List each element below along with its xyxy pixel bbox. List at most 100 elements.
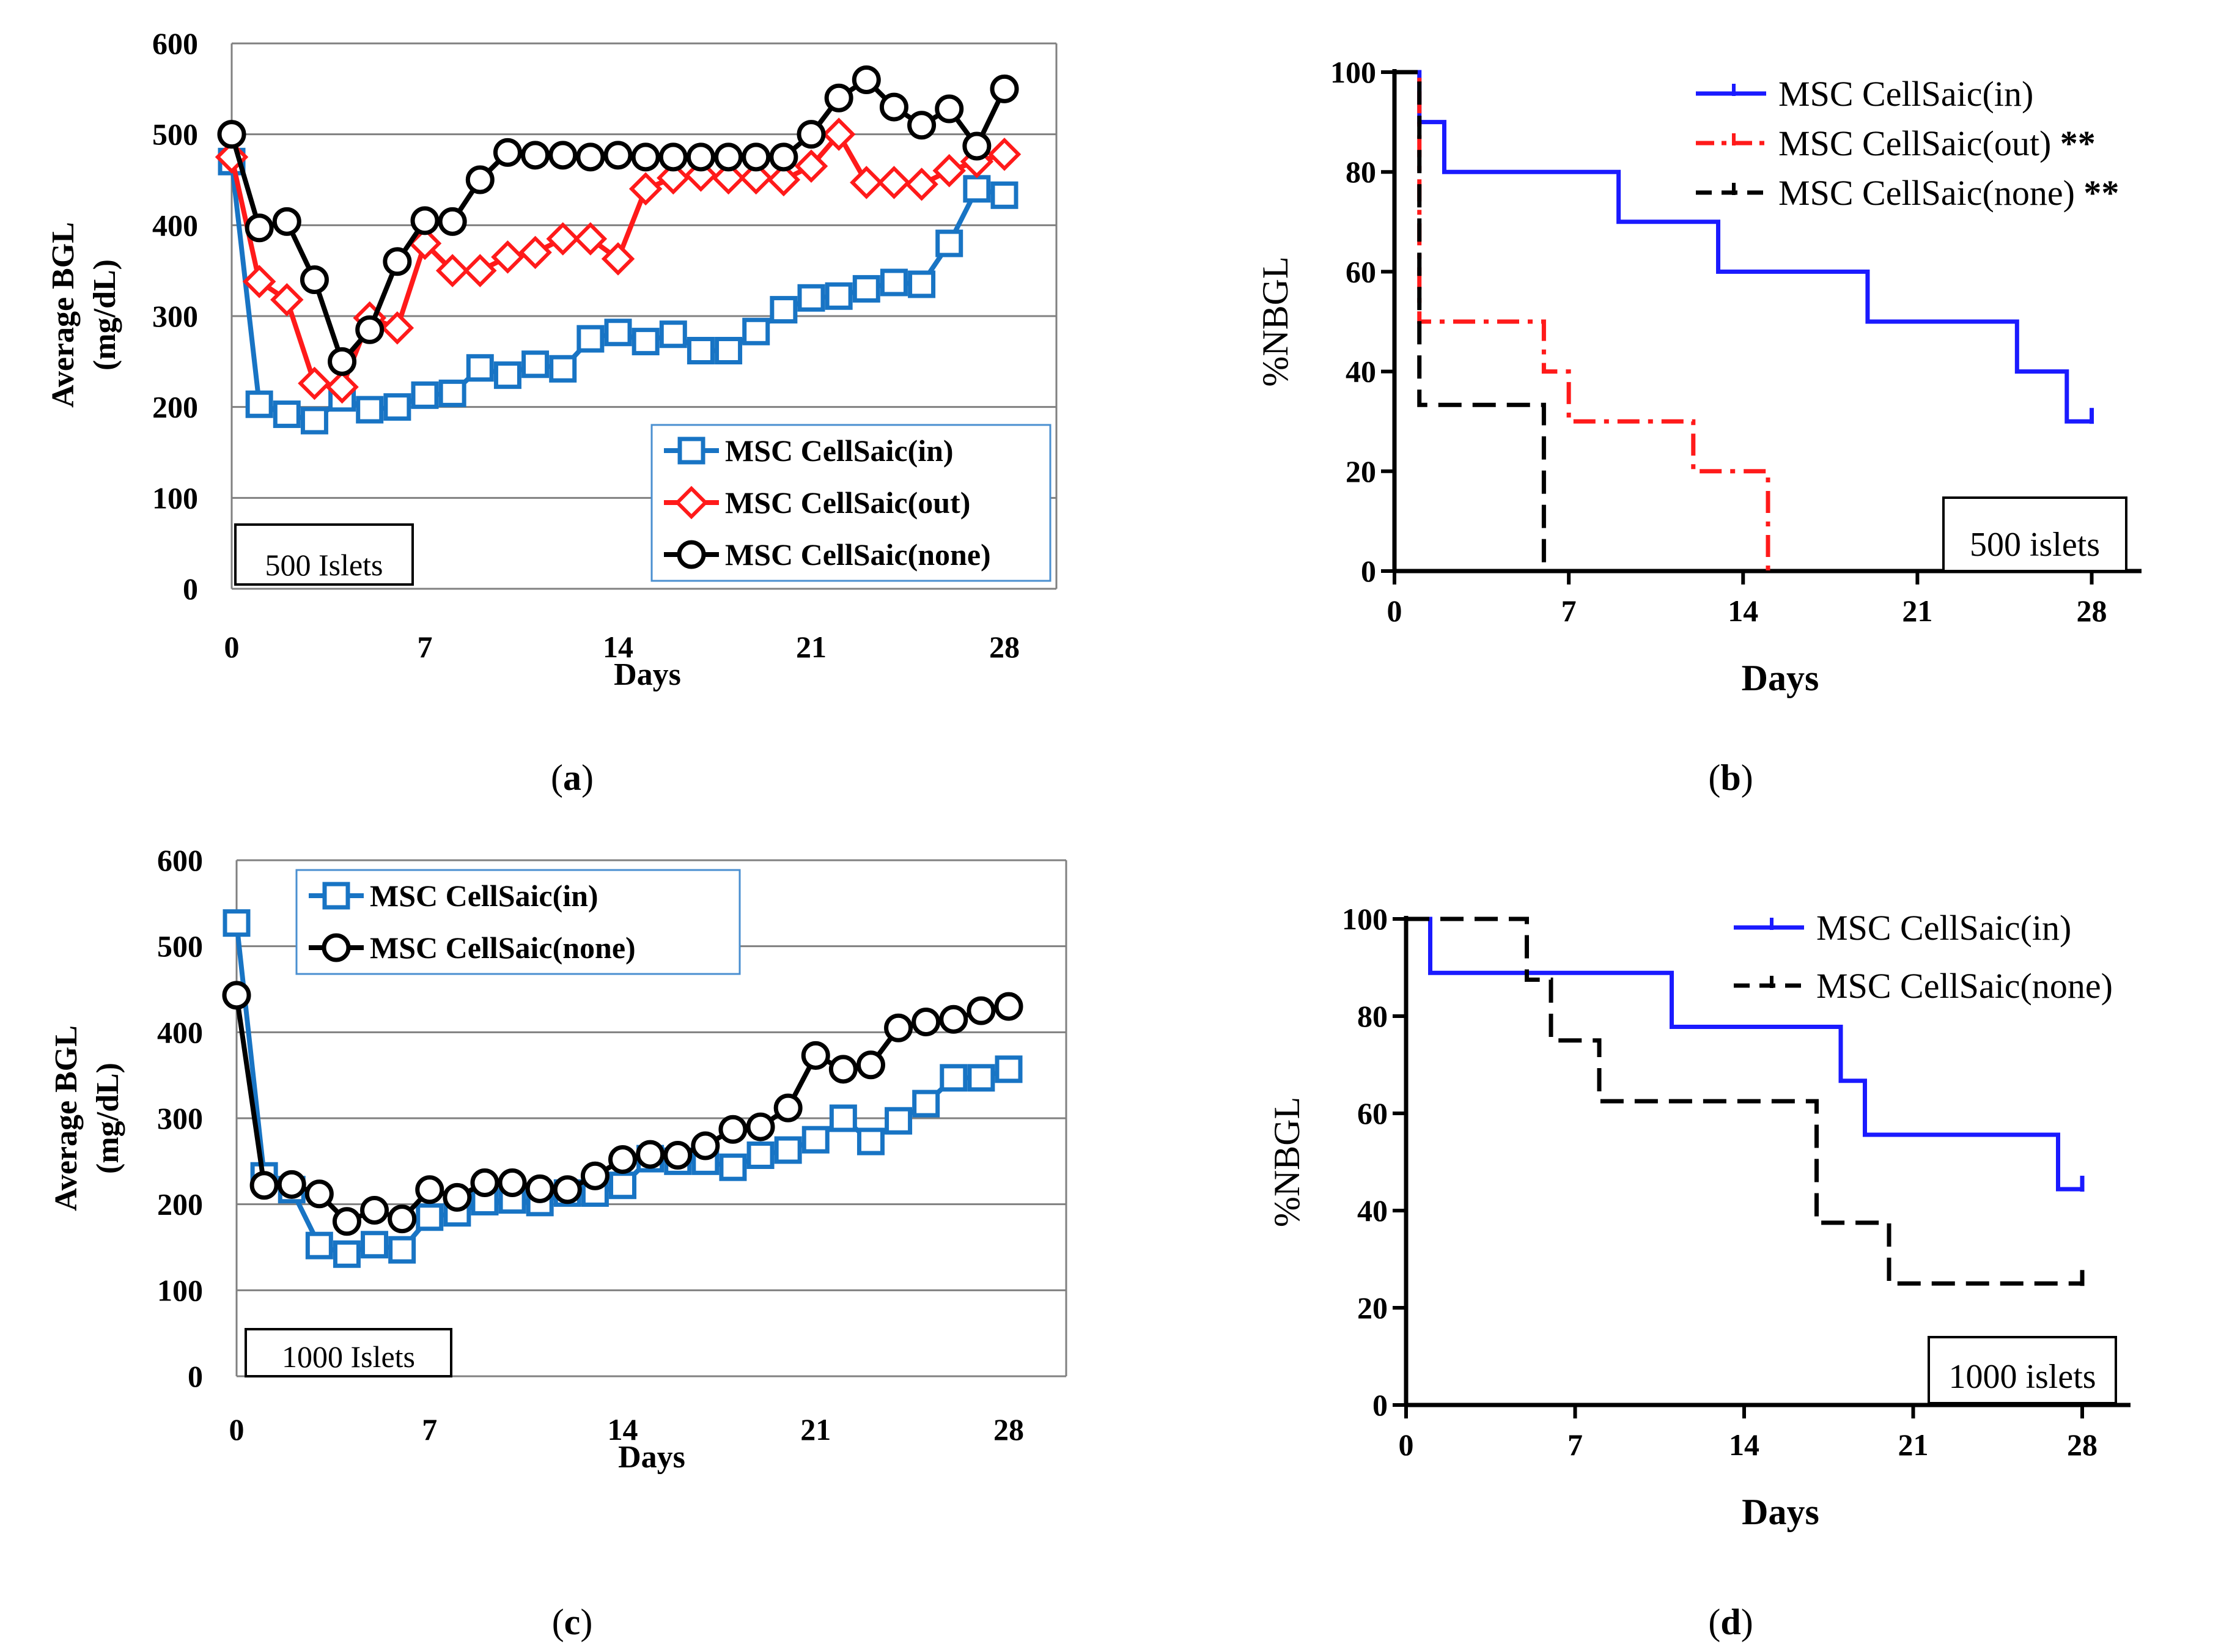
data-point-0-18 (719, 1153, 747, 1181)
legend-marker-2 (677, 540, 706, 569)
x-tick-label: 0 (1387, 594, 1402, 628)
data-point-0-20 (774, 1136, 802, 1164)
data-point-1-19 (746, 1112, 775, 1141)
y-tick-label: 20 (1357, 1291, 1388, 1325)
data-point-2-27 (962, 131, 992, 161)
data-point-1-27 (967, 996, 996, 1025)
data-point-1-11 (525, 1174, 554, 1203)
data-point-1-24 (884, 1013, 913, 1042)
x-tick-label: 14 (1729, 1428, 1759, 1462)
y-tick-label: 300 (152, 299, 198, 333)
data-point-0-22 (825, 282, 853, 310)
data-point-1-16 (657, 161, 690, 195)
legend-name-1: MSC CellSaic(out) (1778, 124, 2051, 163)
legend-box (295, 869, 741, 975)
legend-label-2: MSC CellSaic(none) (725, 537, 991, 572)
data-point-0-23 (856, 1127, 885, 1156)
annotation-text: 1000 islets (1948, 1358, 2096, 1396)
data-point-1-14 (601, 242, 635, 276)
data-point-2-11 (521, 141, 550, 170)
x-tick-label: 21 (1902, 594, 1932, 628)
data-point-0-26 (940, 1064, 968, 1092)
annotation-text: 500 islets (1970, 526, 2100, 564)
x-tick-label: 21 (1898, 1428, 1929, 1462)
survival-curve-0 (1394, 70, 2092, 424)
y-tick-label: 0 (188, 1359, 203, 1393)
data-point-0-14 (609, 1171, 636, 1200)
data-point-2-24 (879, 92, 908, 122)
data-point-0-4 (333, 1240, 361, 1268)
annotation-text: 500 Islets (265, 548, 383, 582)
data-point-1-19 (739, 161, 773, 195)
y-tick-label: 300 (157, 1101, 203, 1135)
data-point-1-7 (415, 1175, 444, 1204)
data-point-2-8 (438, 207, 467, 236)
data-point-0-7 (411, 381, 439, 409)
y-tick-label: 40 (1357, 1193, 1388, 1228)
x-tick-label: 14 (603, 630, 633, 664)
legend-marker-1 (322, 933, 351, 962)
data-point-0-21 (801, 1126, 830, 1154)
data-point-2-19 (742, 142, 771, 172)
data-point-1-9 (463, 254, 497, 287)
data-point-2-7 (410, 206, 440, 235)
data-point-0-23 (852, 275, 880, 303)
data-point-1-1 (242, 265, 276, 298)
data-point-2-1 (245, 213, 274, 243)
x-axis-label: Days (1742, 658, 1819, 698)
data-point-1-20 (767, 163, 801, 197)
data-point-0-27 (963, 175, 991, 203)
data-point-2-0 (217, 120, 246, 149)
y-tick-label: 40 (1346, 355, 1376, 389)
panel-caption: (b) (1708, 758, 1753, 798)
y-tick-label: 60 (1346, 254, 1376, 289)
data-point-1-4 (325, 370, 359, 404)
x-tick-label: 7 (1561, 594, 1577, 628)
data-point-1-28 (987, 138, 1022, 171)
data-point-0-14 (604, 319, 632, 347)
data-point-0-7 (416, 1203, 444, 1231)
data-point-0-26 (935, 229, 963, 257)
caption-open: ( (551, 758, 563, 798)
x-tick-label: 7 (422, 1412, 437, 1447)
data-point-2-28 (990, 74, 1019, 103)
data-point-2-26 (935, 94, 964, 124)
legend-label-0: MSC CellSaic(in) (725, 433, 954, 468)
data-point-1-6 (380, 311, 414, 345)
data-point-2-20 (769, 142, 798, 172)
y-tick-label: 100 (1342, 902, 1388, 936)
y-axis-label: %NBGL (1267, 1097, 1307, 1227)
legend-name-0: MSC CellSaic(in) (1778, 74, 2033, 114)
x-tick-label: 0 (229, 1412, 245, 1447)
data-point-1-15 (636, 1140, 665, 1169)
caption-letter: d (1720, 1602, 1740, 1642)
data-point-0-27 (967, 1064, 995, 1092)
data-point-0-6 (383, 393, 411, 421)
panel-caption: (c) (552, 1602, 593, 1642)
y-tick-label: 400 (157, 1015, 203, 1049)
data-point-1-22 (822, 117, 856, 151)
data-point-0-6 (388, 1236, 416, 1264)
data-point-2-15 (631, 142, 660, 172)
data-point-1-26 (932, 153, 966, 188)
y-tick-label: 100 (152, 481, 198, 515)
data-point-1-5 (360, 1196, 389, 1225)
x-tick-label: 21 (796, 630, 827, 664)
data-point-2-2 (272, 207, 301, 236)
legend-label-2: MSC CellSaic(none) ** (1778, 173, 2119, 213)
survival-curve-2 (1394, 70, 1546, 571)
y-axis-label-line1: Average BGL (46, 222, 81, 408)
y-tick-label: 600 (152, 26, 198, 61)
annotation-box (1928, 1336, 2117, 1404)
data-point-0-25 (908, 270, 936, 298)
caption-letter: c (564, 1602, 581, 1642)
data-point-0-25 (912, 1090, 940, 1118)
survival-curve-0 (1406, 916, 2082, 1192)
annotation-box (1942, 496, 2127, 572)
data-point-1-13 (573, 222, 608, 256)
legend-name-2: MSC CellSaic(none) (1778, 173, 2075, 213)
x-axis-label: Days (1742, 1492, 1819, 1532)
data-point-0-28 (995, 1055, 1023, 1083)
data-point-0-19 (746, 1141, 775, 1169)
data-point-0-16 (659, 320, 687, 348)
